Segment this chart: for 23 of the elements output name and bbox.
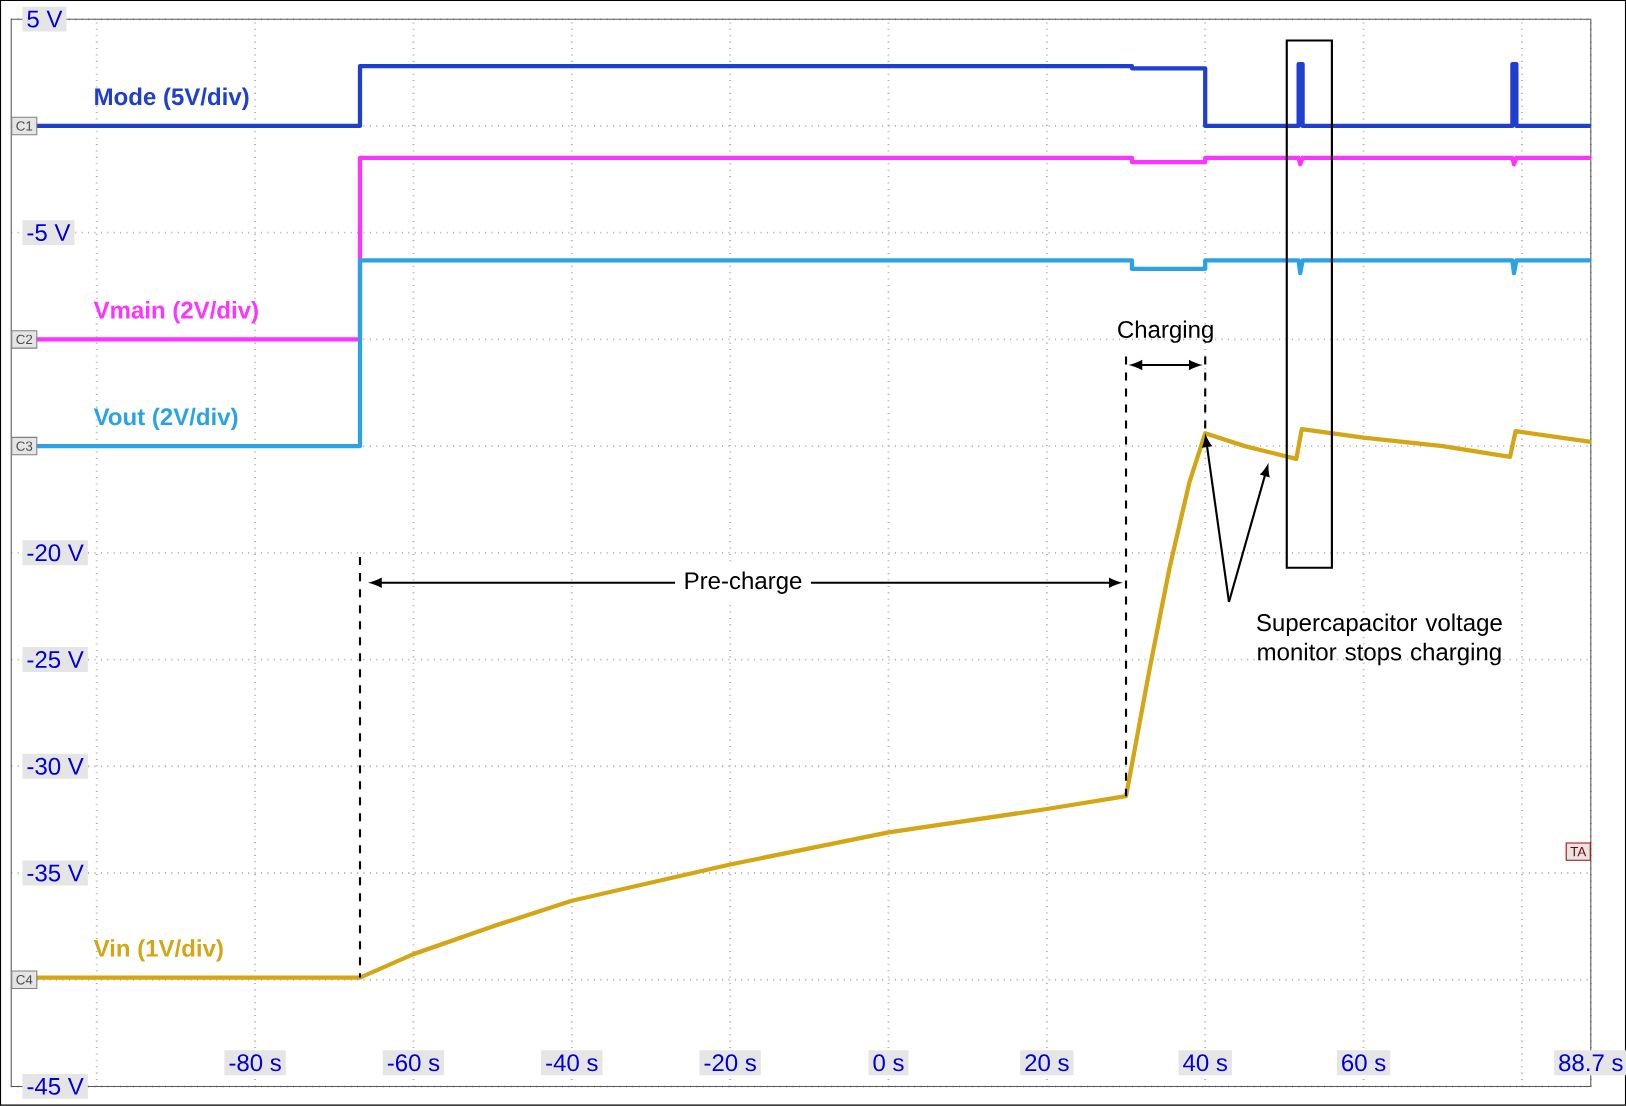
y-tick-label: -35 V xyxy=(27,864,84,882)
series-label: Vmain (2V/div) xyxy=(93,301,258,324)
x-tick-label: 20 s xyxy=(1025,1054,1069,1072)
annotation: Supercapacitor voltage monitor stops charging xyxy=(1257,613,1502,666)
x-tick-label: -80 s xyxy=(229,1054,281,1072)
series-label: Vout (2V/div) xyxy=(93,407,238,431)
annotation: Pre-charge xyxy=(685,571,802,595)
y-tick-label: -20 V xyxy=(27,544,84,562)
x-tick-label: 60 s xyxy=(1342,1054,1386,1072)
x-tick-label: -20 s xyxy=(704,1054,756,1072)
x-tick-label: -60 s xyxy=(387,1054,440,1072)
x-tick-label: -40 s xyxy=(546,1054,598,1072)
x-tick-label: 0 s xyxy=(873,1054,904,1072)
y-tick-label: -45 V xyxy=(27,1078,84,1096)
x-tick-label: 88.7 s xyxy=(1559,1054,1623,1072)
annotation: Charging xyxy=(1118,320,1213,343)
y-tick-label: -30 V xyxy=(27,757,84,775)
x-tick-label: 40 s xyxy=(1183,1054,1227,1072)
y-tick-label: -25 V xyxy=(27,651,84,669)
series-label: Vin (1V/div) xyxy=(93,939,223,962)
y-tick-label: -5 V xyxy=(27,224,71,242)
series-label: Mode (5V/div) xyxy=(95,87,249,111)
y-tick-label: 5 V xyxy=(27,10,63,28)
